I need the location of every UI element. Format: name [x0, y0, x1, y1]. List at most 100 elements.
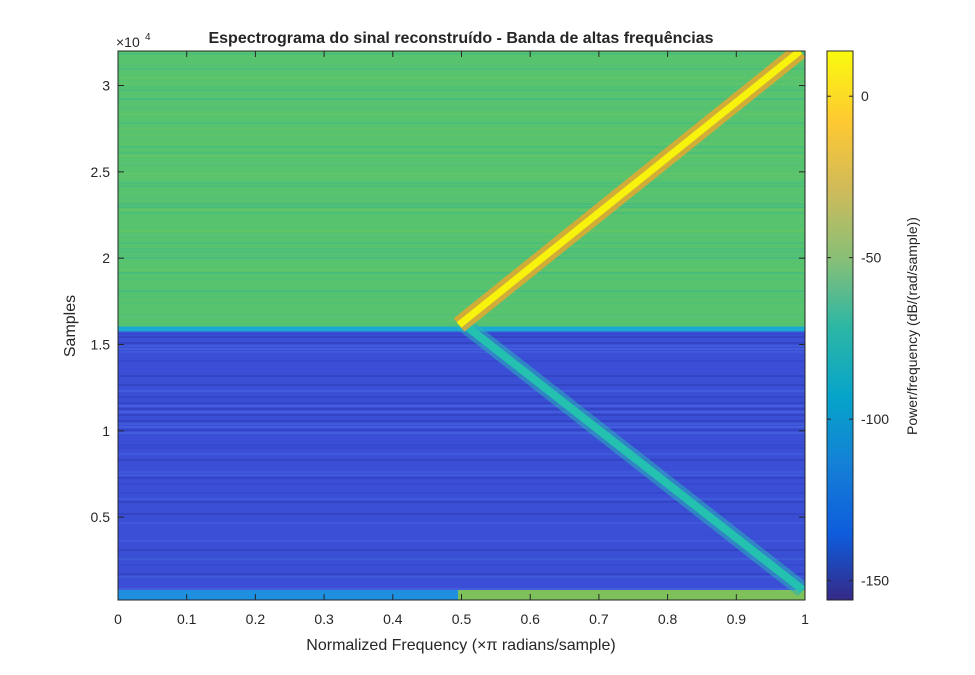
- stripe: [118, 182, 805, 184]
- stripe: [118, 408, 805, 410]
- stripe: [118, 576, 805, 578]
- x-tick-label: 0.9: [727, 611, 747, 627]
- stripe: [118, 333, 805, 335]
- stripe: [118, 396, 805, 398]
- stripe: [118, 423, 805, 425]
- stripe: [118, 203, 805, 205]
- stripe: [118, 375, 805, 377]
- background-upper: [118, 51, 805, 329]
- x-tick-label: 0.7: [589, 611, 609, 627]
- stripe: [118, 522, 805, 524]
- stripe: [118, 254, 805, 256]
- stripe: [118, 251, 805, 253]
- x-tick-label: 0.5: [452, 611, 472, 627]
- stripe: [118, 441, 805, 443]
- stripe: [118, 573, 805, 575]
- rising-chirp: [456, 51, 803, 328]
- stripe: [118, 77, 805, 79]
- stripe: [118, 513, 805, 515]
- colorbar-tick-label: -100: [861, 411, 889, 427]
- stripe: [118, 393, 805, 395]
- stripe: [118, 390, 805, 392]
- stripe: [118, 534, 805, 536]
- stripe: [118, 269, 805, 271]
- chart-title: Espectrograma do sinal reconstruído - Ba…: [208, 30, 713, 47]
- stripe: [118, 489, 805, 491]
- stripe: [118, 471, 805, 473]
- stripe: [118, 549, 805, 551]
- stripe: [118, 420, 805, 422]
- stripe: [118, 212, 805, 214]
- stripe: [118, 89, 805, 91]
- stripe: [118, 206, 805, 208]
- stripe: [118, 278, 805, 280]
- stripe: [118, 134, 805, 136]
- stripe: [118, 381, 805, 383]
- stripe: [118, 242, 805, 244]
- y-tick-label: 1.5: [91, 336, 111, 352]
- background-lower: [118, 329, 805, 600]
- stripe: [118, 540, 805, 542]
- y-tick-label: 0.5: [91, 509, 111, 525]
- x-tick-label: 0.4: [383, 611, 403, 627]
- stripe: [118, 411, 805, 413]
- colorbar: [826, 50, 854, 601]
- stripe: [118, 83, 805, 85]
- stripe: [118, 360, 805, 362]
- stripe: [118, 152, 805, 154]
- stripe: [118, 302, 805, 304]
- stripe: [118, 185, 805, 187]
- stripe: [118, 98, 805, 100]
- stripe: [118, 384, 805, 386]
- x-tick-label: 0.1: [177, 611, 197, 627]
- stripe: [118, 293, 805, 295]
- stripe: [118, 65, 805, 67]
- stripe: [118, 432, 805, 434]
- y-exponent-power: 4: [145, 32, 151, 43]
- stripe: [118, 164, 805, 166]
- stripe: [118, 173, 805, 175]
- y-tick-label: 2.5: [91, 164, 111, 180]
- colorbar-tick-label: -50: [861, 250, 881, 266]
- stripe: [118, 107, 805, 109]
- stripe: [118, 143, 805, 145]
- y-axis-ticks: 0.5 1 1.5 2 2.5 3: [91, 78, 805, 525]
- stripe: [118, 122, 805, 124]
- x-tick-label: 1: [801, 611, 809, 627]
- falling-chirp: [458, 318, 805, 594]
- stripe: [118, 555, 805, 557]
- stripe: [118, 405, 805, 407]
- stripe: [118, 399, 805, 401]
- y-tick-label: 3: [102, 78, 110, 94]
- stripe: [118, 336, 805, 338]
- x-tick-label: 0.2: [246, 611, 266, 627]
- stripe: [118, 128, 805, 130]
- colorbar-tick-label: -150: [861, 573, 889, 589]
- stripe: [118, 296, 805, 298]
- stripe: [118, 402, 805, 404]
- heatmap-plot-area: [118, 51, 805, 600]
- stripe: [118, 342, 805, 344]
- stripe: [118, 68, 805, 70]
- stripe: [118, 414, 805, 416]
- y-exponent-base: ×10: [116, 34, 140, 50]
- stripe: [118, 236, 805, 238]
- stripe: [118, 86, 805, 88]
- y-tick-label: 1: [102, 423, 110, 439]
- stripe: [118, 588, 805, 590]
- x-tick-label: 0: [114, 611, 122, 627]
- stripe: [118, 248, 805, 250]
- stripe: [118, 492, 805, 494]
- x-tick-label: 0.6: [520, 611, 540, 627]
- stripe: [118, 290, 805, 292]
- stripe: [118, 176, 805, 178]
- stripe: [118, 146, 805, 148]
- stripe: [118, 447, 805, 449]
- x-tick-label: 0.3: [314, 611, 334, 627]
- stripe: [118, 516, 805, 518]
- colorbar-ticks: 0 -50 -100 -150: [827, 88, 889, 589]
- x-axis-label: Normalized Frequency (×π radians/sample): [306, 637, 615, 654]
- stripe: [118, 477, 805, 479]
- stripe: [118, 453, 805, 455]
